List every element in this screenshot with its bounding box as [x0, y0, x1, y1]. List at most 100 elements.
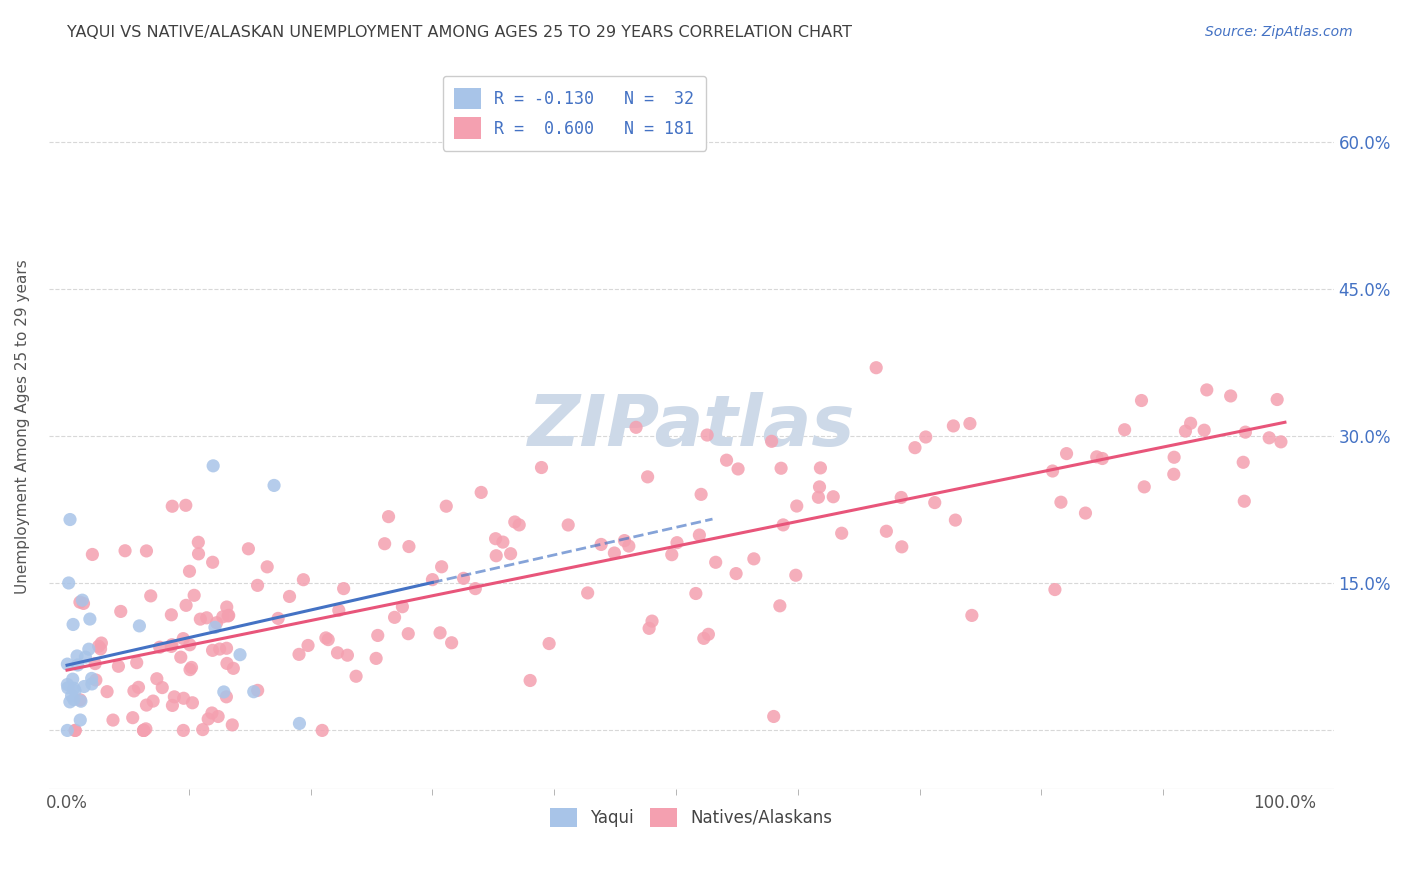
- Point: [202, 458, 225, 473]
- Point: [685, 586, 707, 600]
- Point: [1219, 389, 1241, 403]
- Point: [786, 499, 808, 513]
- Point: [1091, 451, 1114, 466]
- Point: [808, 480, 831, 494]
- Point: [484, 532, 506, 546]
- Point: [70, 694, 93, 708]
- Point: [725, 566, 748, 581]
- Point: [56, 723, 79, 738]
- Point: [366, 651, 388, 665]
- Point: [195, 611, 218, 625]
- Point: [69, 595, 91, 609]
- Point: [492, 535, 515, 549]
- Point: [69, 693, 91, 707]
- Point: [163, 690, 186, 704]
- Point: [696, 428, 718, 442]
- Point: [315, 631, 337, 645]
- Point: [384, 610, 406, 624]
- Point: [576, 586, 599, 600]
- Point: [56, 681, 79, 695]
- Point: [256, 559, 278, 574]
- Point: [453, 571, 475, 585]
- Point: [62, 692, 84, 706]
- Point: [246, 683, 269, 698]
- Point: [617, 539, 640, 553]
- Point: [690, 487, 713, 501]
- Point: [84, 673, 107, 687]
- Point: [464, 582, 486, 596]
- Point: [170, 650, 193, 665]
- Point: [96, 684, 118, 698]
- Point: [188, 612, 211, 626]
- Point: [499, 547, 522, 561]
- Point: [278, 590, 301, 604]
- Point: [60, 689, 83, 703]
- Point: [470, 485, 492, 500]
- Point: [215, 657, 238, 671]
- Point: [125, 656, 148, 670]
- Point: [367, 628, 389, 642]
- Point: [179, 663, 201, 677]
- Point: [377, 509, 399, 524]
- Point: [875, 524, 897, 539]
- Point: [391, 599, 413, 614]
- Point: [82, 548, 104, 562]
- Point: [160, 638, 183, 652]
- Point: [69, 713, 91, 727]
- Point: [1163, 467, 1185, 482]
- Point: [1050, 495, 1073, 509]
- Point: [201, 643, 224, 657]
- Point: [591, 537, 613, 551]
- Point: [66, 648, 89, 663]
- Point: [332, 582, 354, 596]
- Point: [128, 681, 150, 695]
- Point: [132, 723, 155, 738]
- Point: [336, 648, 359, 663]
- Point: [960, 608, 983, 623]
- Point: [63, 681, 86, 696]
- Point: [142, 694, 165, 708]
- Point: [292, 573, 315, 587]
- Point: [90, 636, 112, 650]
- Point: [440, 636, 463, 650]
- Point: [396, 626, 419, 640]
- Point: [344, 669, 367, 683]
- Point: [1234, 425, 1257, 439]
- Point: [1042, 464, 1064, 478]
- Point: [207, 709, 229, 723]
- Point: [146, 672, 169, 686]
- Point: [914, 430, 936, 444]
- Point: [267, 611, 290, 625]
- Point: [508, 517, 530, 532]
- Point: [135, 722, 157, 736]
- Point: [641, 614, 664, 628]
- Point: [122, 684, 145, 698]
- Point: [422, 573, 444, 587]
- Point: [297, 639, 319, 653]
- Point: [1130, 393, 1153, 408]
- Point: [374, 537, 396, 551]
- Point: [785, 568, 807, 582]
- Point: [75, 650, 97, 665]
- Point: [238, 541, 260, 556]
- Point: [197, 712, 219, 726]
- Point: [183, 588, 205, 602]
- Point: [84, 657, 107, 671]
- Point: [58, 576, 80, 591]
- Point: [1056, 447, 1078, 461]
- Point: [1265, 392, 1288, 407]
- Point: [59, 512, 82, 526]
- Point: [1114, 423, 1136, 437]
- Point: [865, 360, 887, 375]
- Point: [101, 713, 124, 727]
- Point: [72, 596, 94, 610]
- Point: [831, 526, 853, 541]
- Point: [149, 640, 172, 655]
- Point: [904, 441, 927, 455]
- Point: [1043, 582, 1066, 597]
- Point: [215, 690, 238, 704]
- Point: [890, 540, 912, 554]
- Point: [288, 648, 311, 662]
- Point: [179, 564, 201, 578]
- Point: [121, 711, 143, 725]
